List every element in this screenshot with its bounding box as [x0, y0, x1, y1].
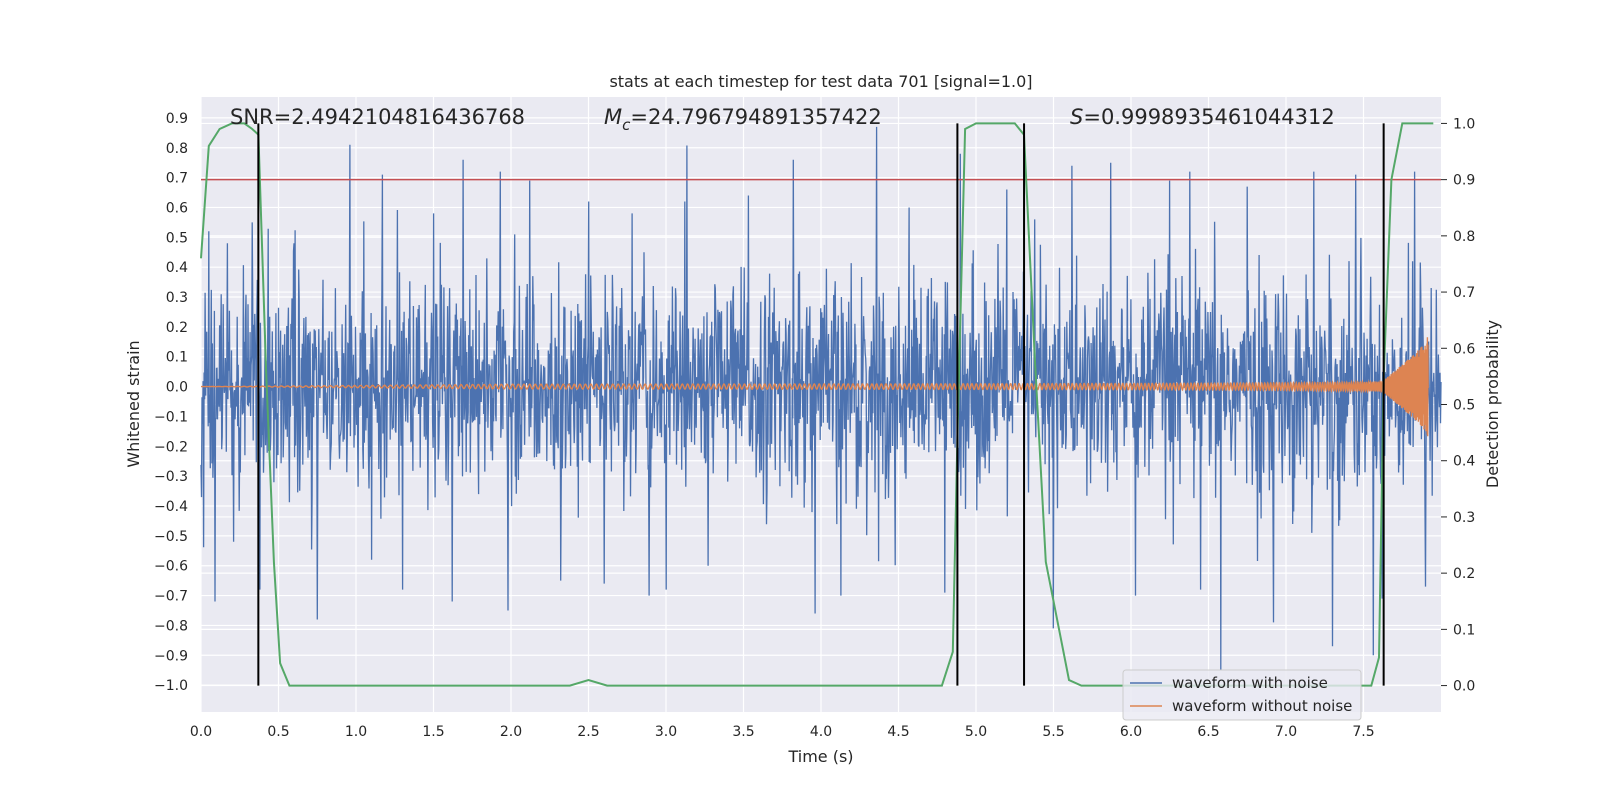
mc-value: =24.796794891357422 — [630, 105, 881, 129]
s-value: =0.9998935461044312 — [1083, 105, 1334, 129]
x-axis-label: Time (s) — [787, 747, 853, 766]
y-right-tick-label: 0.7 — [1453, 285, 1475, 301]
y-left-tick-label: 0.6 — [166, 200, 188, 216]
y-left-tick-label: −0.3 — [154, 469, 188, 485]
y-left-tick-label: −0.9 — [154, 648, 188, 664]
y-left-tick-label: 0.8 — [166, 141, 188, 157]
s-symbol: S — [1070, 105, 1083, 129]
legend-box — [1122, 669, 1362, 721]
x-tick-label: 2.0 — [500, 724, 522, 740]
y-left-tick-label: 0.9 — [166, 111, 188, 127]
y-right-tick-label: 0.8 — [1453, 229, 1475, 245]
y-right-tick-label: 0.1 — [1453, 622, 1475, 638]
y-left-tick-label: −0.2 — [154, 439, 188, 455]
y-left-tick-label: 0.2 — [166, 320, 188, 336]
snr-annotation: SNR=2.4942104816436768 — [230, 105, 525, 129]
legend-label-clean: waveform without noise — [1172, 697, 1352, 715]
y-left-tick-label: 0.5 — [166, 230, 188, 246]
series-waveform-without-noise — [201, 337, 1430, 437]
y-left-tick-label: 0.1 — [166, 350, 188, 366]
y-axis-left-label: Whitened strain — [124, 340, 143, 467]
y-left-tick-label: 0.3 — [166, 290, 188, 306]
y-right-tick-label: 1.0 — [1453, 116, 1475, 132]
y-right-tick-label: 0.6 — [1453, 341, 1475, 357]
y-left-tick-label: −0.8 — [154, 618, 188, 634]
x-tick-label: 3.5 — [732, 724, 754, 740]
x-tick-label: 6.0 — [1120, 724, 1142, 740]
x-tick-label: 7.5 — [1352, 724, 1374, 740]
series-waveform-with-noise — [200, 126, 1442, 671]
x-tick-label: 0.5 — [267, 724, 289, 740]
y-left-tick-label: 0.0 — [166, 380, 188, 396]
x-tick-label: 5.0 — [965, 724, 987, 740]
axes: 0.0 0.5 1.0 1.5 2.0 2.5 3.0 3.5 4.0 4.5 5.0 5.5 6.0 6… — [154, 111, 1475, 740]
legend-label-noise: waveform with noise — [1172, 674, 1328, 692]
s-annotation: S=0.9998935461044312 — [1070, 105, 1335, 129]
y-right-tick-label: 0.5 — [1453, 398, 1475, 414]
y-left-tick-label: 0.4 — [166, 260, 188, 276]
y-left-tick-label: −0.7 — [154, 589, 188, 605]
y-left-tick-label: −0.5 — [154, 529, 188, 545]
y-left-tick-label: 0.7 — [166, 171, 188, 187]
y-right-tick-label: 0.4 — [1453, 454, 1475, 470]
y-left-tick-label: −0.1 — [154, 409, 188, 425]
legend: waveform with noise waveform without noi… — [1122, 669, 1362, 721]
x-tick-label: 2.5 — [577, 724, 599, 740]
y-left-tick-label: −0.4 — [154, 499, 188, 515]
x-tick-label: 1.0 — [345, 724, 367, 740]
y-left-tick-label: −1.0 — [154, 678, 188, 694]
x-tick-label: 7.0 — [1275, 724, 1297, 740]
x-tick-label: 0.0 — [190, 724, 212, 740]
y-axis-right-label: Detection probability — [1483, 320, 1502, 488]
mc-subscript: c — [622, 116, 631, 134]
chart-title: stats at each timestep for test data 701… — [609, 72, 1032, 91]
x-tick-label: 5.5 — [1042, 724, 1064, 740]
mc-symbol: M — [604, 105, 622, 129]
x-tick-label: 6.5 — [1197, 724, 1219, 740]
x-tick-label: 4.0 — [810, 724, 832, 740]
y-left-tick-label: −0.6 — [154, 559, 188, 575]
data-layer — [200, 122, 1442, 687]
chirp-mass-annotation: Mc=24.796794891357422 — [604, 105, 882, 134]
y-right-tick-label: 0.2 — [1453, 566, 1475, 582]
y-right-tick-label: 0.3 — [1453, 510, 1475, 526]
x-tick-label: 1.5 — [422, 724, 444, 740]
x-tick-label: 4.5 — [887, 724, 909, 740]
x-tick-label: 3.0 — [655, 724, 677, 740]
y-right-tick-label: 0.9 — [1453, 173, 1475, 189]
y-right-tick-label: 0.0 — [1453, 679, 1475, 695]
